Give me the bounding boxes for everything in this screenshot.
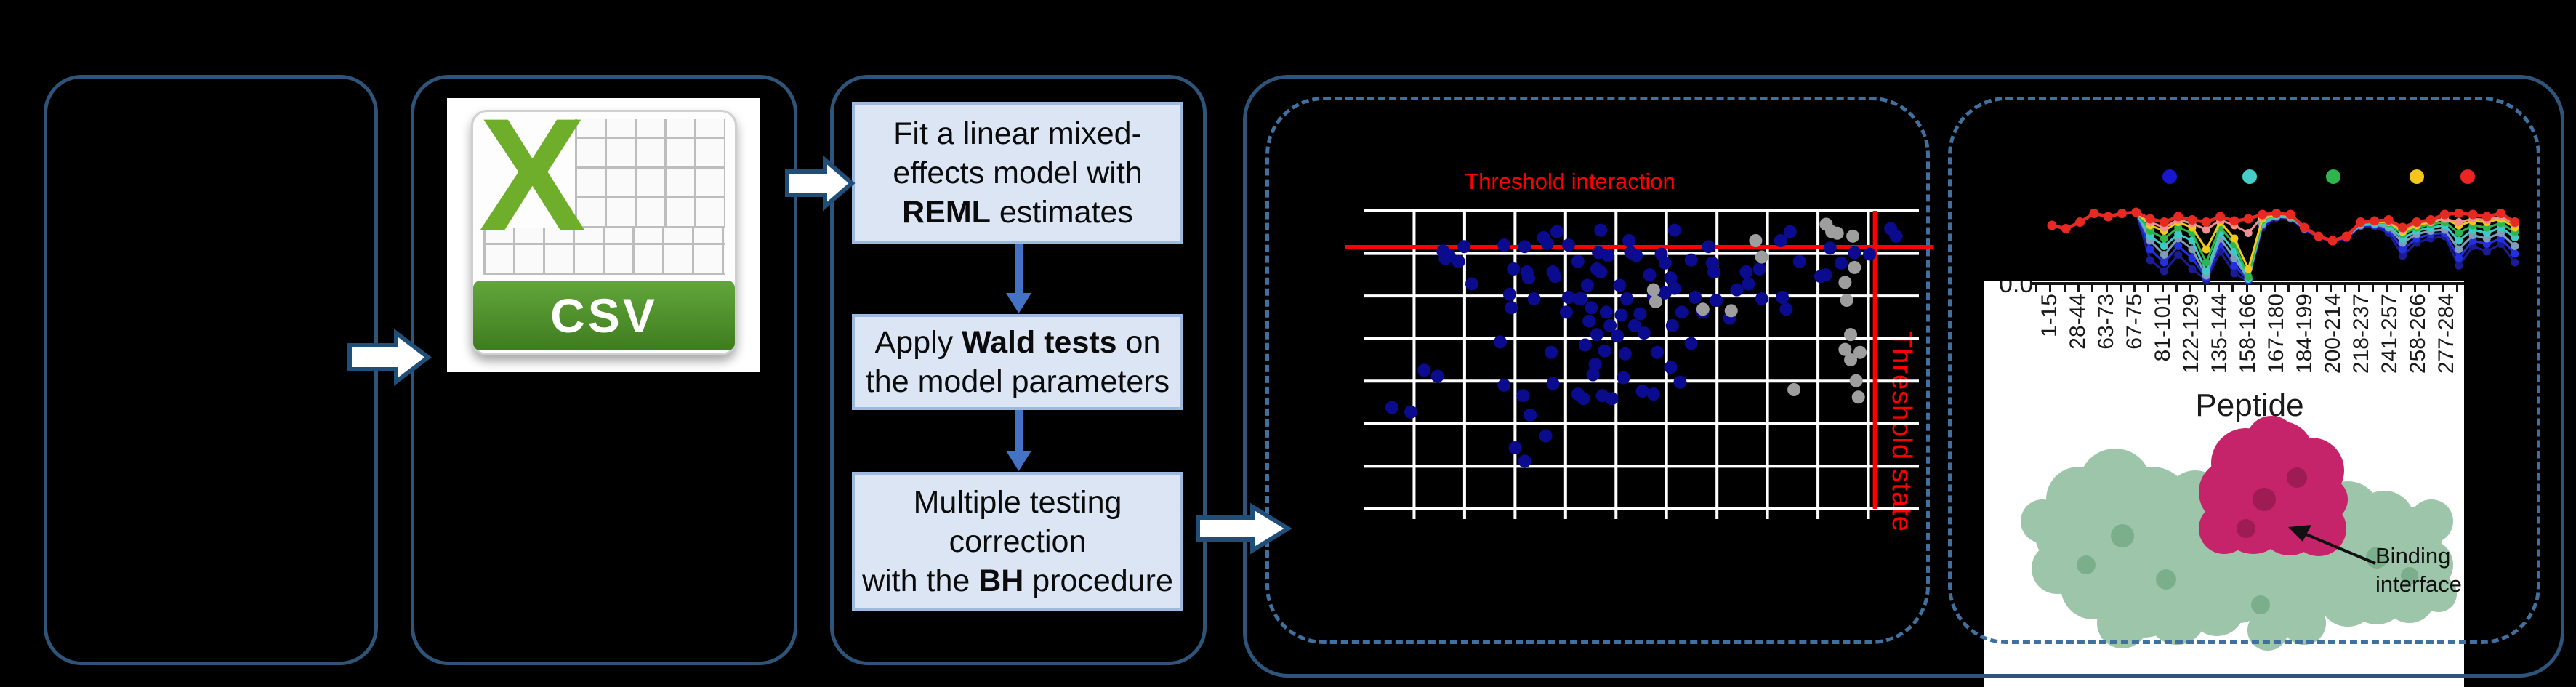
peptide-tick-label: 63-73 [2094,294,2118,350]
uptake-line-chart [2047,169,2520,285]
binding-interface-label: Binding interface [2375,543,2462,597]
peptide-tick-label: 277-284 [2434,294,2458,374]
peptide-tick-label: 200-214 [2321,294,2345,374]
axis-tick [2147,285,2150,292]
axis-tick [2274,285,2277,292]
peptide-tick-label: 122-129 [2179,294,2203,374]
scatter-plot [1345,209,1933,519]
axis-tick [2386,285,2388,292]
workflow-connector-arrow-2 [1006,410,1031,471]
workflow-box-bh: Multiple testing correction with the BH pr… [852,472,1183,611]
flow-arrow-3 [1196,502,1292,555]
axis-tick [2049,285,2052,292]
excel-x-icon: X [479,85,586,264]
peptide-tick-label: 241-257 [2378,294,2402,374]
peptide-tick-label: 167-180 [2264,294,2288,374]
spreadsheet-grid-top [575,119,725,228]
uptake-figure-white-area: 0.0 1-15 28-44 63-73 67-75 81-101 122-129 135-… [1984,281,2464,687]
axis-tick [2357,285,2360,292]
peptide-tick-label: 1-15 [2037,294,2061,338]
csv-sheet-icon: X CSV [471,85,737,355]
axis-tick [2077,285,2080,292]
peptide-tick-label: 135-144 [2207,294,2231,374]
binding-interface-arrow [2288,525,2376,565]
protein-structure-image [2021,416,2457,651]
uptake-y-tick-label: 0.0 [1999,281,2034,298]
peptide-tick-label: 158-166 [2236,294,2260,374]
axis-tick [2161,285,2164,292]
axis-tick [2245,285,2248,292]
peptide-tick-label: 67-75 [2122,294,2146,350]
scatter-title: Threshold interaction [1465,169,1675,194]
csv-banner-label: CSV [550,289,658,342]
axis-tick [2203,285,2206,292]
axis-tick [2119,285,2122,292]
axis-tick [2231,285,2234,292]
protein-binding-peptide-surface [2199,416,2348,556]
flow-arrow-1 [347,328,432,387]
axis-tick [2091,285,2094,292]
spreadsheet-grid-bottom [483,228,725,275]
peptide-tick-label: 258-266 [2406,294,2430,374]
panel-raw-data [44,75,378,665]
axis-tick [2399,285,2402,292]
axis-tick [2217,285,2220,292]
csv-banner: CSV [473,281,735,350]
axis-tick [2343,285,2346,292]
peptide-tick-label: 28-44 [2066,294,2090,350]
axis-tick [2428,285,2431,292]
axis-tick [2063,285,2066,292]
csv-file-image: X CSV [447,85,760,372]
peptide-tick-label: 218-237 [2349,294,2373,374]
axis-tick [2035,285,2037,292]
axis-tick [2301,285,2304,292]
axis-tick [2175,285,2178,292]
workflow-connector-arrow-1 [1006,244,1031,313]
protein-green-surface [2021,449,2457,651]
axis-tick [2316,285,2318,292]
axis-tick [2259,285,2262,292]
axis-tick [2189,285,2192,292]
axis-tick [2105,285,2108,292]
axis-tick [2133,285,2136,292]
axis-tick [2287,285,2290,292]
axis-tick [2372,285,2375,292]
uptake-x-axis-title: Peptide [2195,387,2304,423]
axis-tick [2330,285,2333,292]
peptide-tick-label: 81-101 [2151,294,2175,362]
scatter-vline-label: Threshold state [1886,331,1917,532]
workflow-box-lmm: Fit a linear mixed-effects model with REM… [852,102,1183,244]
axis-tick [2456,285,2458,292]
axis-tick [2442,285,2444,292]
flow-arrow-2 [785,155,856,212]
peptide-tick-label: 184-199 [2293,294,2317,374]
axis-tick [2414,285,2417,292]
workflow-box-wald: Apply Wald tests on the model parameters [852,314,1183,410]
